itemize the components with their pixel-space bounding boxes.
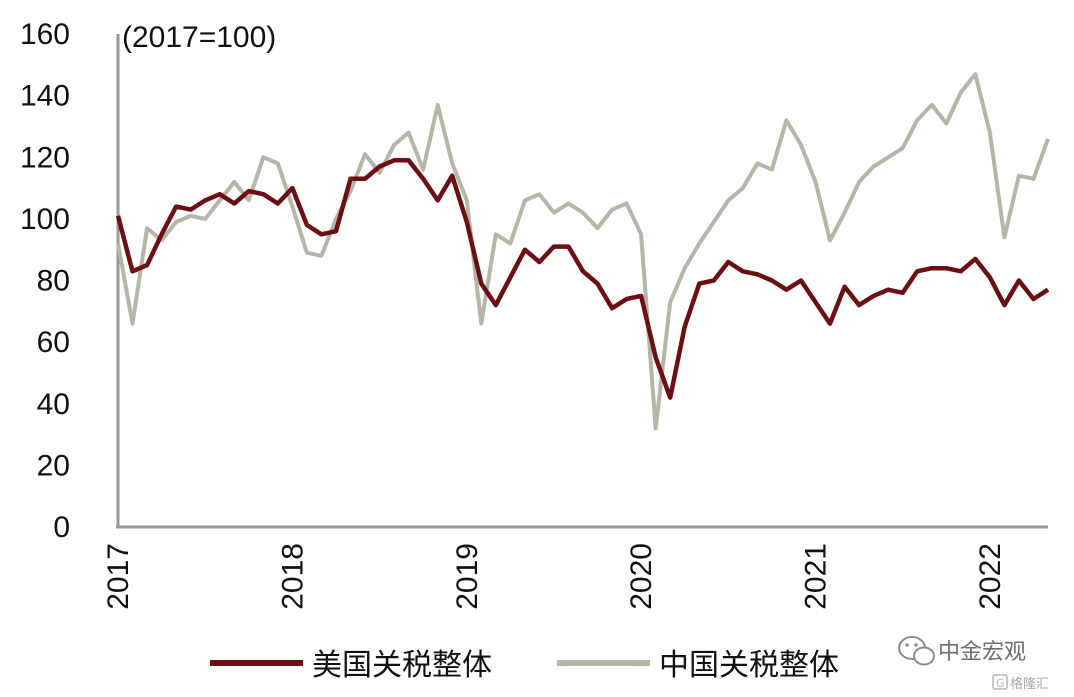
x-tick-label: 2020 [625, 543, 658, 610]
y-tick-label: 20 [37, 449, 70, 482]
y-tick-label: 160 [20, 18, 70, 51]
watermark-brand: 中金宏观 [938, 640, 1026, 665]
x-axis-tick-labels: 2017 2018 2019 2020 2021 2022 [102, 543, 1007, 610]
watermark-site: 格隆汇 [1010, 676, 1049, 692]
series-line-cn [116, 72, 1050, 431]
y-tick-label: 40 [37, 388, 70, 421]
x-tick-label: 2022 [974, 543, 1007, 610]
x-tick-label: 2017 [102, 543, 135, 610]
y-tick-label: 140 [20, 80, 70, 113]
legend-label-cn: 中国关税整体 [659, 648, 839, 683]
x-tick-label: 2019 [451, 543, 484, 610]
y-tick-label: 60 [37, 326, 70, 359]
series-lines [115, 72, 1050, 431]
svg-text:G: G [996, 677, 1005, 690]
y-tick-label: 80 [37, 265, 70, 298]
y-tick-label: 100 [20, 203, 70, 236]
legend-label-us: 美国关税整体 [312, 648, 492, 683]
y-tick-label: 0 [53, 511, 70, 544]
gelonghui-logo-icon: G [992, 674, 1008, 690]
unit-label: (2017=100) [122, 21, 276, 54]
x-tick-label: 2021 [800, 543, 833, 610]
watermark: 中金宏观 G 格隆汇 [898, 636, 1049, 692]
x-tick-label: 2018 [276, 543, 309, 610]
series-line-us [115, 158, 1050, 400]
y-axis-tick-labels: 0 20 40 60 80 100 120 140 160 [20, 18, 70, 544]
y-tick-label: 120 [20, 141, 70, 174]
legend: 美国关税整体 中国关税整体 [210, 648, 839, 683]
wechat-icon [898, 636, 935, 666]
